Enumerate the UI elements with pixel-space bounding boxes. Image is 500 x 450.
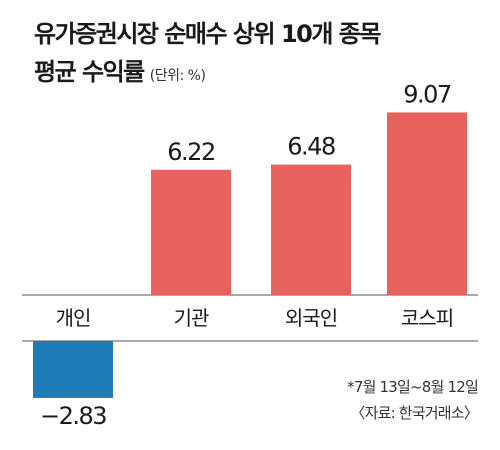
category-label-4: 코스피 xyxy=(401,306,453,330)
chart-title-line1: 유가증권시장 순매수 상위 10개 종목 xyxy=(34,20,381,48)
bar-3 xyxy=(271,164,351,295)
chart-title-line2: 평균 수익률 (단위: %) xyxy=(34,52,206,87)
bar-1 xyxy=(33,341,113,398)
unit-label: (단위: %) xyxy=(149,68,206,84)
period-note: *7월 13일~8월 12일 xyxy=(347,378,479,396)
bar-4 xyxy=(387,112,467,295)
value-label-2: 6.22 xyxy=(167,138,214,166)
category-label-3: 외국인 xyxy=(285,306,337,330)
bar-2 xyxy=(151,169,231,295)
source-note: 〈자료: 한국거래소〉 xyxy=(350,404,478,422)
category-label-2: 기관 xyxy=(174,306,209,330)
category-label-1: 개인 xyxy=(56,306,91,330)
value-label-4: 9.07 xyxy=(403,80,451,108)
value-label-3: 6.48 xyxy=(287,133,335,161)
chart-title-line2-text: 평균 수익률 xyxy=(34,58,145,86)
value-label-1: −2.83 xyxy=(40,402,106,430)
